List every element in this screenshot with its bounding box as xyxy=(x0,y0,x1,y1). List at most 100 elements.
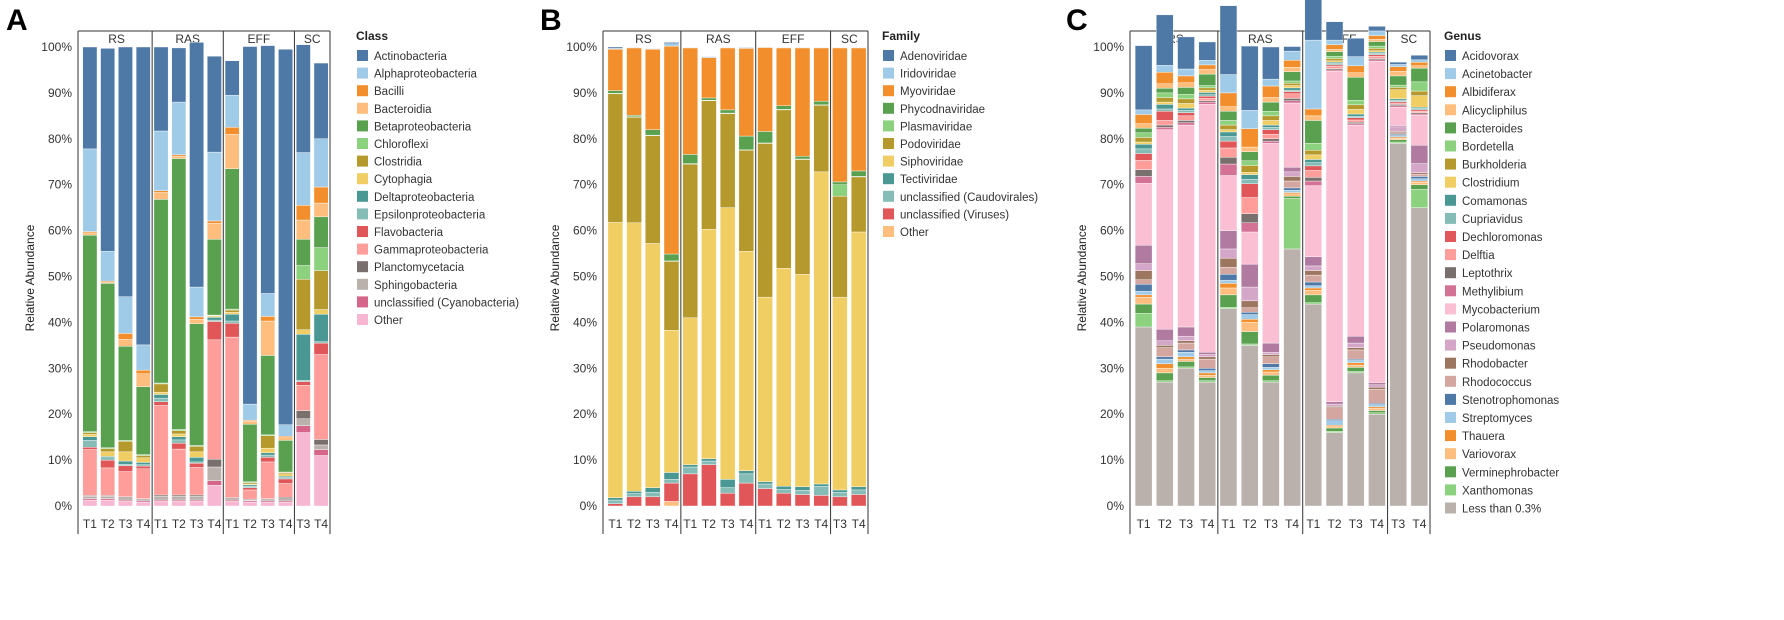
bar-segment xyxy=(225,61,239,95)
bar-segment xyxy=(101,251,115,281)
bar-segment xyxy=(189,463,203,467)
bar-segment xyxy=(776,486,791,489)
bar-segment xyxy=(101,460,115,468)
bar-segment xyxy=(1199,96,1216,98)
legend-swatch xyxy=(357,103,368,114)
bar-segment xyxy=(1178,116,1195,121)
bar-segment xyxy=(243,488,257,490)
bar-segment xyxy=(154,402,168,406)
bar-segment xyxy=(795,495,810,506)
legend-title: Genus xyxy=(1444,29,1482,43)
bar-segment xyxy=(189,500,203,501)
legend-label: Cytophagia xyxy=(374,174,433,186)
bar-segment xyxy=(189,462,203,463)
legend-swatch xyxy=(1445,503,1456,514)
legend-label: Albidiferax xyxy=(1462,87,1516,99)
bar-segment xyxy=(1305,155,1322,160)
bar-segment xyxy=(1390,67,1407,72)
bar-segment xyxy=(1199,355,1216,357)
legend-swatch xyxy=(883,103,894,114)
bar-segment xyxy=(832,48,847,182)
bar-segment xyxy=(1347,100,1364,105)
bar-segment xyxy=(1241,322,1258,331)
bar-segment xyxy=(627,48,642,115)
legend-label: unclassified (Viruses) xyxy=(900,209,1009,221)
bar-segment xyxy=(1326,52,1343,57)
bar-segment xyxy=(1241,172,1258,174)
bar-segment xyxy=(154,405,168,495)
bar-segment xyxy=(1220,111,1237,120)
legend-label: Phycodnaviridae xyxy=(900,104,985,116)
bar-segment xyxy=(795,159,810,274)
bar-segment xyxy=(1305,286,1322,288)
bar-segment xyxy=(1199,357,1216,359)
legend-swatch xyxy=(883,226,894,237)
legend-label: Other xyxy=(900,227,929,239)
legend-label: Variovorax xyxy=(1462,449,1516,461)
bar-segment xyxy=(1411,173,1428,174)
bar-segment xyxy=(207,459,221,467)
y-axis-label: Relative Abundance xyxy=(548,224,562,331)
bar-segment xyxy=(1135,133,1152,138)
bar-segment xyxy=(1390,62,1407,64)
bar-segment xyxy=(1199,104,1216,352)
bar-segment xyxy=(189,324,203,446)
bar-segment xyxy=(314,439,328,445)
bar-segment xyxy=(1305,166,1322,171)
legend-swatch xyxy=(1445,122,1456,133)
legend-title: Class xyxy=(356,29,388,43)
bar-segment xyxy=(832,490,847,492)
bar-segment xyxy=(136,387,150,455)
bar-segment xyxy=(739,474,754,483)
bar-segment xyxy=(314,63,328,139)
bar-segment xyxy=(1241,232,1258,264)
x-tick-label: T1 xyxy=(83,517,97,531)
bar-segment xyxy=(261,293,275,316)
bar-segment xyxy=(1262,97,1279,102)
legend-swatch xyxy=(1445,249,1456,260)
bar-segment xyxy=(1156,368,1173,373)
bar-segment xyxy=(1135,280,1152,285)
bar-segment xyxy=(1326,406,1343,407)
bar-segment xyxy=(832,196,847,297)
legend-swatch xyxy=(357,120,368,131)
bar-segment xyxy=(1241,319,1258,322)
bar-segment xyxy=(189,501,203,506)
bar-segment xyxy=(1178,120,1195,122)
legend-label: Less than 0.3% xyxy=(1462,504,1541,516)
bar-segment xyxy=(1199,377,1216,380)
bar-segment xyxy=(172,155,186,156)
legend-label: Mycobacterium xyxy=(1462,304,1540,316)
bar-segment xyxy=(1368,407,1385,408)
legend-swatch xyxy=(357,226,368,237)
bar-segment xyxy=(1135,176,1152,183)
x-tick-label: T4 xyxy=(207,517,221,531)
bar-segment xyxy=(1220,307,1237,308)
bar-segment xyxy=(1368,385,1385,387)
bar-segment xyxy=(720,208,735,480)
bar-segment xyxy=(1411,60,1428,62)
group-label: RAS xyxy=(1248,32,1273,46)
bar-segment xyxy=(832,185,847,196)
bar-segment xyxy=(1135,170,1152,177)
bar-segment xyxy=(83,433,97,435)
bar-segment xyxy=(1390,103,1407,104)
bar-segment xyxy=(1135,297,1152,304)
legend-label: Iridoviridae xyxy=(900,69,956,81)
legend-label: Comamonas xyxy=(1462,196,1527,208)
legend-label: Epsilonproteobacteria xyxy=(374,209,486,221)
bar-segment xyxy=(1199,373,1216,375)
bar-segment xyxy=(207,223,221,239)
bar-segment xyxy=(851,171,866,177)
bar-segment xyxy=(1262,120,1279,125)
bar-segment xyxy=(207,467,221,481)
bar-segment xyxy=(1390,102,1407,103)
bar-segment xyxy=(1347,66,1364,73)
bar-segment xyxy=(1411,176,1428,178)
bar-segment xyxy=(1411,109,1428,110)
bar-segment xyxy=(278,440,292,472)
bar-segment xyxy=(83,232,97,233)
bar-segment xyxy=(243,424,257,481)
bar-segment xyxy=(1199,42,1216,60)
bar-segment xyxy=(172,440,186,443)
